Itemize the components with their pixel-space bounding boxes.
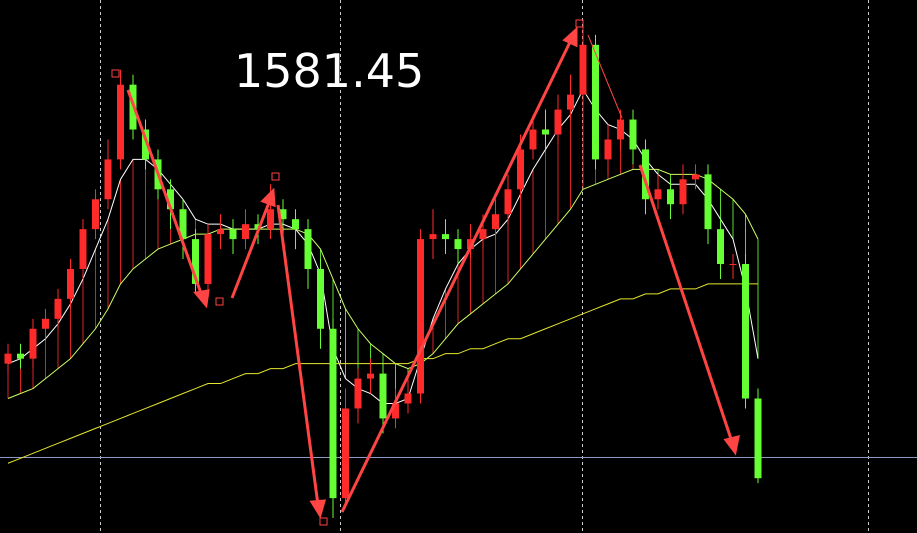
- candle-body: [267, 209, 274, 230]
- candle-body: [42, 318, 49, 329]
- arrow: [126, 89, 204, 297]
- candle-body: [179, 209, 187, 240]
- candle-body: [279, 209, 287, 220]
- candle-body: [492, 214, 499, 230]
- candle-body: [367, 373, 374, 379]
- candle-body: [742, 264, 749, 399]
- moving-average: [7, 168, 759, 399]
- candle-body: [442, 234, 449, 240]
- candle-body: [704, 174, 712, 230]
- candle-body: [204, 234, 212, 284]
- vertical-grid: [100, 0, 869, 533]
- candle-body: [304, 229, 312, 269]
- arrow: [230, 199, 272, 299]
- candle-body: [454, 239, 462, 250]
- candle-body: [379, 373, 387, 419]
- pivot-markers: [111, 19, 584, 526]
- arrow-head: [309, 499, 327, 519]
- marker: [271, 172, 280, 181]
- candle-body: [79, 229, 87, 269]
- marker: [215, 297, 224, 306]
- candle-body: [317, 268, 324, 329]
- candle-body: [54, 298, 62, 319]
- candle-body: [292, 219, 299, 230]
- candle-body: [329, 328, 337, 499]
- marker: [111, 69, 120, 78]
- candle-body: [617, 119, 624, 140]
- candle-body: [392, 403, 399, 419]
- candle-body: [554, 109, 562, 135]
- candle-body: [242, 224, 249, 240]
- candle-body: [417, 239, 424, 394]
- candle-body: [604, 139, 612, 160]
- candle-body: [167, 189, 174, 210]
- candle-body: [92, 199, 99, 230]
- candle-body: [4, 353, 12, 364]
- candle-body: [67, 268, 74, 299]
- candle-body: [479, 229, 487, 240]
- plot: [4, 24, 762, 519]
- candle-body: [142, 129, 149, 160]
- candle-body: [567, 94, 574, 110]
- marker: [319, 517, 328, 526]
- annotation: 1581.45: [234, 44, 424, 98]
- candle-body: [542, 129, 549, 135]
- candle-body: [642, 149, 649, 200]
- candle-body: [629, 119, 637, 150]
- arrow-head: [193, 289, 210, 309]
- candle-body: [692, 174, 699, 180]
- candle-body: [404, 393, 412, 404]
- candle-body: [679, 179, 687, 205]
- candle-body: [342, 408, 349, 499]
- candle-body: [117, 84, 124, 160]
- candle-body: [17, 353, 24, 359]
- candle-body: [579, 44, 587, 95]
- zigzag-arrows: [126, 26, 740, 519]
- candle-body: [517, 149, 524, 190]
- candle-body: [729, 264, 737, 266]
- candle-body: [529, 129, 537, 150]
- candle-body: [592, 44, 599, 160]
- thin-line: [587, 34, 623, 119]
- candle-body: [504, 189, 512, 215]
- marker: [575, 19, 584, 28]
- arrow-head: [260, 187, 276, 208]
- arrow: [276, 204, 320, 506]
- candle-body: [429, 234, 437, 240]
- candle-body: [654, 189, 662, 200]
- candle-body: [354, 378, 362, 409]
- candle-body: [229, 229, 237, 240]
- arrow-head: [723, 434, 740, 456]
- candle-body: [192, 239, 199, 284]
- arrow: [638, 164, 734, 443]
- candle-body: [104, 159, 112, 200]
- arrow-head: [562, 26, 578, 48]
- candle-body: [667, 189, 674, 205]
- candle-body: [217, 229, 224, 235]
- candle-body: [254, 224, 262, 230]
- candle-body: [754, 398, 762, 479]
- candle-body: [717, 229, 724, 265]
- candle-body: [29, 328, 37, 359]
- arrow: [340, 39, 573, 513]
